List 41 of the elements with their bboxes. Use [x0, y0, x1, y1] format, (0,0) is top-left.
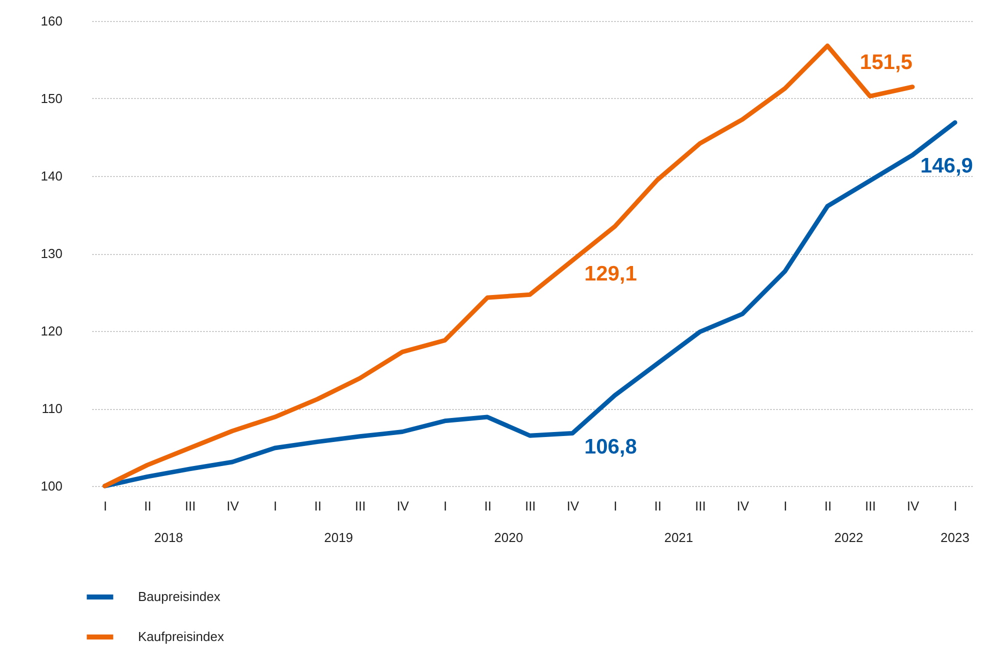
- data-label: 106,8: [584, 435, 638, 458]
- x-tick-label: II: [484, 498, 492, 514]
- x-tick-label: III: [865, 498, 876, 514]
- x-tick-label: III: [695, 498, 706, 514]
- x-tick-label: IV: [396, 498, 410, 514]
- y-tick-label: 160: [40, 14, 62, 28]
- y-tick-label: 130: [40, 246, 62, 261]
- legend-label: Kaufpreisindex: [138, 629, 224, 644]
- x-tick-label: IV: [566, 498, 580, 514]
- data-label: 146,9: [920, 154, 973, 178]
- x-tick-label: IV: [736, 498, 750, 514]
- legend-label: Baupreisindex: [138, 589, 221, 604]
- x-tick-label: IV: [226, 498, 240, 514]
- y-tick-label: 100: [40, 478, 62, 494]
- x-tick-label: II: [314, 498, 322, 514]
- data-label: 129,1: [584, 262, 638, 286]
- x-tick-label: I: [954, 498, 958, 514]
- y-tick-label: 120: [40, 324, 62, 338]
- text: 2018: [154, 530, 183, 545]
- y-tick-label: 140: [40, 168, 62, 184]
- x-tick-label: I: [103, 498, 108, 514]
- text: 2021: [664, 530, 694, 545]
- x-tick-label: III: [184, 498, 196, 514]
- x-tick-label: II: [654, 498, 662, 514]
- data-label: 151,5: [860, 50, 913, 74]
- x-tick-label: III: [354, 498, 366, 514]
- x-tick-label: III: [524, 498, 536, 514]
- x-tick-label: I: [784, 498, 788, 514]
- line-series: [102, 44, 915, 488]
- text: 2023: [940, 530, 970, 545]
- y-tick-label: 110: [42, 401, 62, 416]
- text: 2020: [494, 530, 524, 545]
- x-tick-label: II: [824, 498, 832, 514]
- text: 2019: [324, 530, 354, 545]
- x-tick-label: I: [444, 498, 448, 514]
- text: 2022: [834, 530, 864, 545]
- x-tick-label: II: [144, 498, 152, 514]
- x-tick-label: IV: [906, 498, 920, 514]
- x-tick-label: I: [273, 498, 278, 514]
- x-tick-label: I: [614, 498, 618, 514]
- y-tick-label: 150: [40, 91, 62, 106]
